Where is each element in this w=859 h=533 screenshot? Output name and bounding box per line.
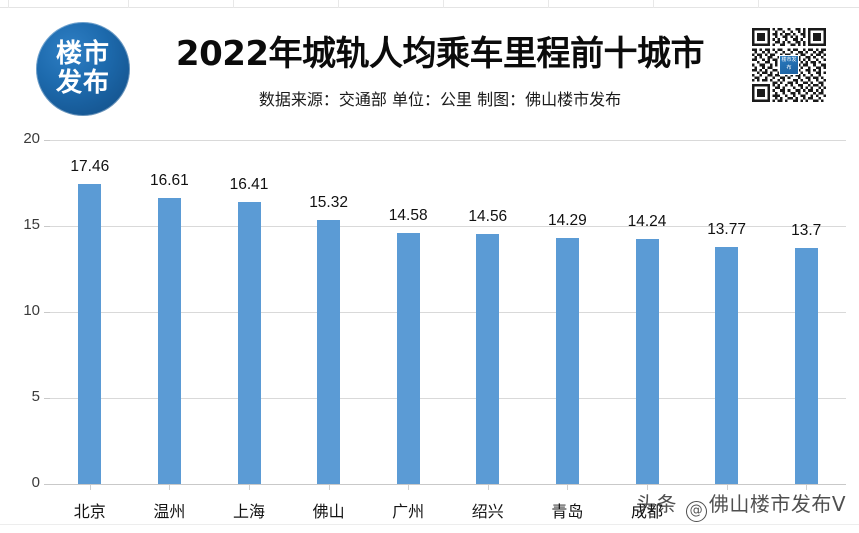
bar-value-label: 14.24: [627, 213, 667, 231]
y-axis-label: 20: [23, 130, 40, 147]
y-axis-tick: [44, 312, 50, 313]
bar-value-label: 16.41: [229, 175, 269, 193]
bar[interactable]: [78, 183, 102, 484]
bar-value-label: 13.77: [707, 221, 746, 239]
bar[interactable]: [476, 233, 500, 484]
sheet-column-divider: [233, 0, 234, 8]
bar-chart: 0 5 10 15 20 17.46 北京 16.61 温州 16.41 上海 15.32 佛山 14.5…: [0, 121, 859, 533]
gridline: [50, 140, 846, 141]
x-axis-tick: [647, 485, 648, 490]
y-axis-label: 5: [31, 388, 40, 405]
x-axis-category-label: 广州: [392, 502, 425, 521]
x-axis-tick: [726, 485, 728, 490]
x-axis-tick: [169, 485, 171, 490]
y-axis-tick: [44, 398, 50, 399]
gridline: [50, 312, 846, 313]
x-axis-category-label: 上海: [232, 502, 265, 521]
x-axis-tick: [328, 485, 330, 490]
sheet-column-divider: [128, 0, 129, 8]
sheet-column-divider: [548, 0, 549, 8]
bar-value-label: 16.61: [149, 172, 189, 190]
x-axis-category-label: 温州: [153, 502, 186, 521]
sheet-column-divider: [8, 0, 9, 8]
brand-logo: 楼市发布: [36, 22, 130, 116]
bar[interactable]: [317, 220, 341, 484]
bar[interactable]: [635, 239, 659, 484]
bar-value-label: 15.32: [309, 194, 348, 212]
sheet-column-divider: [758, 0, 759, 8]
x-axis-tick: [487, 485, 489, 490]
bar[interactable]: [794, 248, 818, 484]
bar[interactable]: [555, 238, 579, 484]
x-axis-category-label: 北京: [73, 502, 106, 521]
qr-center-logo: 楼市发布: [779, 55, 799, 75]
y-axis-tick: [44, 484, 50, 485]
y-axis-label: 15: [23, 216, 40, 233]
gridline: [50, 226, 846, 227]
x-axis-tick: [806, 485, 808, 490]
bar-value-label: 17.46: [70, 157, 110, 175]
qr-code-icon: [752, 28, 826, 102]
y-axis-label: 10: [23, 302, 40, 319]
x-axis-baseline: [50, 484, 846, 485]
sheet-column-divider: [338, 0, 339, 8]
bottom-divider: [0, 524, 859, 525]
y-axis-label: 0: [31, 474, 40, 491]
x-axis-category-label: 绍兴: [471, 502, 504, 521]
spreadsheet-top-edge: [0, 0, 859, 8]
x-axis-tick: [249, 485, 250, 490]
x-axis-category-label: 成都: [630, 502, 663, 521]
page-title: 2022年城轨人均乘车里程前十城市: [175, 34, 705, 74]
x-axis-tick: [567, 485, 569, 490]
chart-subtitle: 数据来源：交通部 单位：公里 制图：佛山楼市发布: [258, 90, 622, 109]
sheet-column-divider: [653, 0, 654, 8]
sheet-column-divider: [443, 0, 444, 8]
x-axis-tick: [89, 485, 91, 490]
sheet-row-line: [0, 7, 859, 8]
bar[interactable]: [715, 247, 739, 484]
x-axis-category-label: 佛山: [312, 502, 345, 521]
bar[interactable]: [396, 233, 420, 484]
y-axis-tick: [44, 226, 50, 227]
x-axis-category-label: 青岛: [551, 502, 584, 521]
bar-value-label: 14.29: [547, 212, 587, 230]
bar-value-label: 13.7: [791, 222, 822, 240]
chart-header: 楼市发布 2022年城轨人均乘车里程前十城市 数据来源：交通部 单位：公里 制图…: [0, 8, 859, 121]
qr-code[interactable]: 楼市发布: [752, 28, 826, 102]
x-axis-tick: [408, 485, 410, 490]
bar[interactable]: [157, 198, 181, 484]
y-axis-tick: [44, 140, 50, 141]
bar-value-label: 14.58: [388, 207, 428, 225]
gridline: [50, 398, 846, 399]
brand-logo-text: 楼市发布: [55, 39, 110, 98]
bar-value-label: 14.56: [468, 207, 508, 225]
bar[interactable]: [237, 201, 261, 484]
plot-area: 0 5 10 15 20 17.46 北京 16.61 温州 16.41 上海 15.32 佛山 14.5…: [23, 130, 846, 533]
